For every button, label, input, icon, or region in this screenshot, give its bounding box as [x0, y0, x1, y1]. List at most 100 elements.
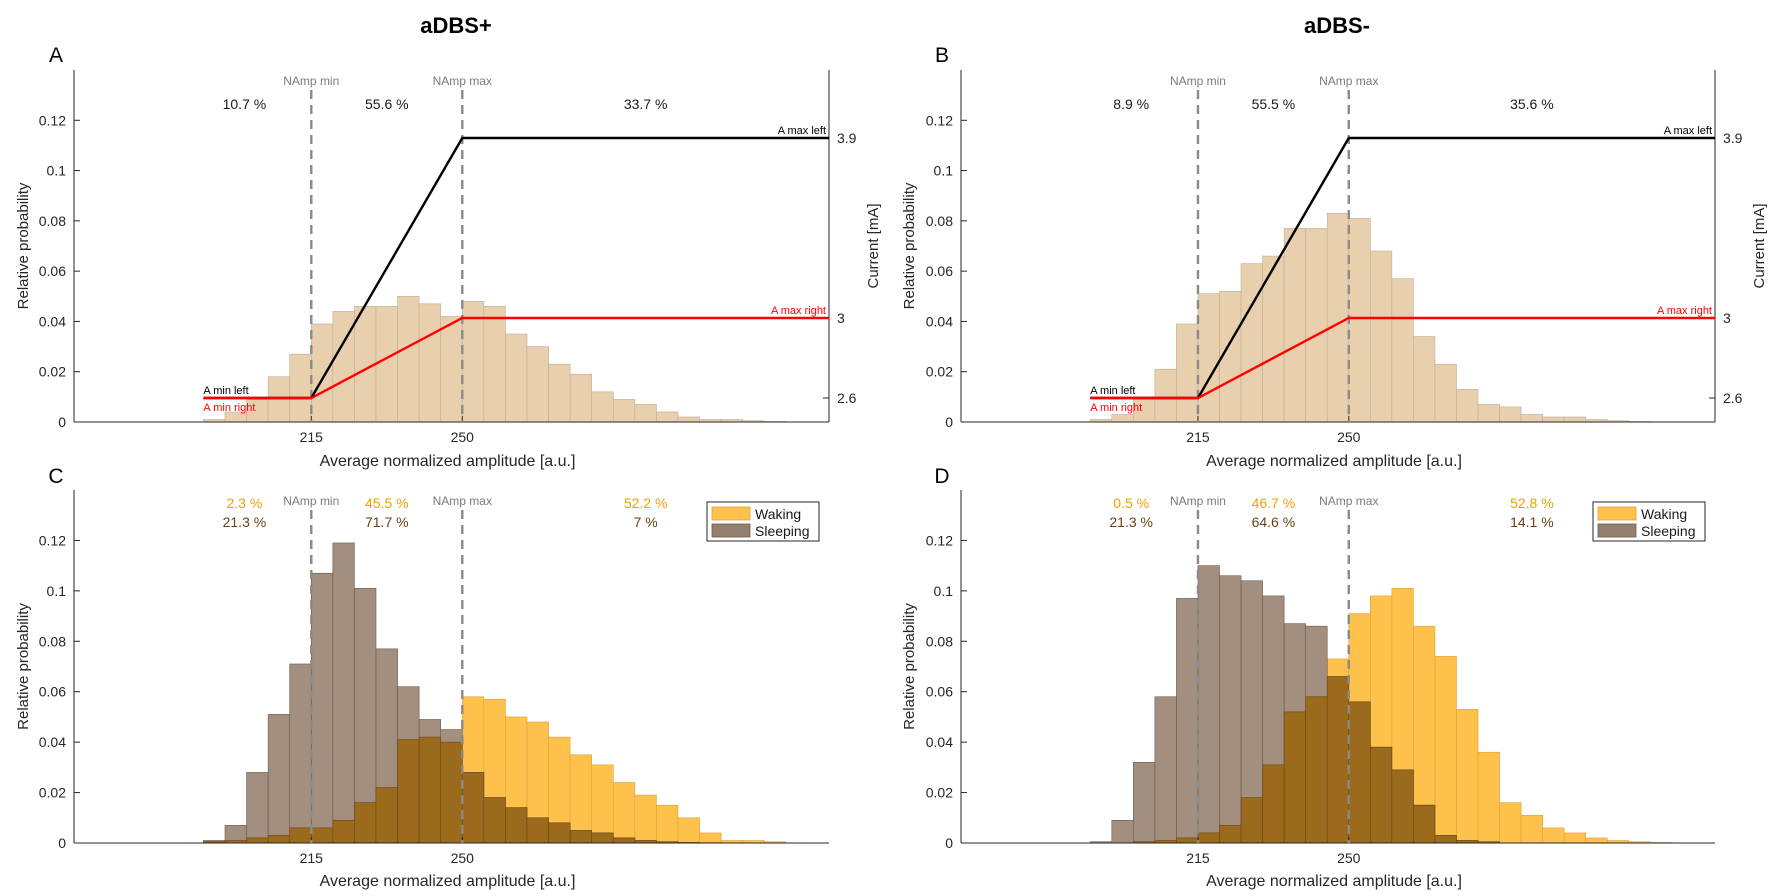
- sleeping-bar: [1176, 598, 1199, 844]
- legend-label: Sleeping: [1641, 523, 1696, 539]
- overlap-bar: [397, 739, 420, 844]
- y-tick-label: 0: [945, 835, 953, 851]
- waking-bar: [1542, 827, 1565, 844]
- label-min-right: A min right: [203, 402, 255, 414]
- label-max-right: A max right: [771, 305, 826, 317]
- label-min-left: A min left: [1090, 385, 1135, 397]
- histogram-bar: [1197, 293, 1220, 423]
- overlap-bar: [1348, 701, 1371, 844]
- threshold-label: NAmp max: [1319, 494, 1378, 508]
- overlap-bar: [1219, 825, 1242, 844]
- region-percent-sleeping: 7 %: [634, 514, 658, 530]
- y-tick-label: 0.1: [47, 583, 67, 599]
- waking-bar: [569, 754, 593, 844]
- label-min-right: A min right: [1090, 402, 1142, 414]
- waking-bar: [699, 832, 722, 844]
- threshold-label: NAmp min: [1170, 494, 1226, 508]
- label-max-left: A max left: [1664, 125, 1712, 137]
- histogram-bar: [267, 376, 291, 423]
- overlap-bar: [505, 807, 528, 844]
- y-tick-label: 0.04: [926, 734, 953, 750]
- waking-bar: [1434, 656, 1457, 844]
- panel-b: B 0 0.02 0.04 0.06 0.08 0.1 0.12 215 250 2.6 3 3.9 Cu…: [901, 44, 1768, 470]
- region-percent: 8.9 %: [1113, 96, 1149, 112]
- histogram-bar: [483, 306, 506, 423]
- sleeping-bar: [246, 772, 269, 844]
- region-percent: 33.7 %: [624, 96, 668, 112]
- histogram-bar: [1563, 416, 1587, 423]
- y-tick-label: 0.08: [926, 213, 953, 229]
- legend-swatch: [1597, 523, 1637, 538]
- overlap-bar: [526, 817, 549, 844]
- histogram-bar: [1477, 404, 1500, 423]
- y-tick-label: 0.04: [39, 313, 66, 329]
- sleeping-bar: [289, 663, 312, 844]
- histogram-bar: [1240, 263, 1263, 423]
- histogram-bar: [289, 353, 312, 423]
- overlap-bar: [548, 822, 571, 844]
- x-tick-label: 215: [1186, 429, 1210, 445]
- overlap-bar: [332, 820, 355, 844]
- waking-bar: [1499, 802, 1522, 844]
- legend-label: Sleeping: [755, 523, 810, 539]
- histogram-bar: [1111, 414, 1134, 423]
- y-axis-label-right: Current [mA]: [865, 203, 882, 288]
- overlap-bar: [1413, 804, 1436, 844]
- y-tick-label-right: 3: [1723, 310, 1731, 326]
- histogram-bar: [461, 301, 485, 423]
- y-tick-label: 0.02: [39, 785, 66, 801]
- y-tick-label-right: 2.6: [1723, 390, 1743, 406]
- overlap-bar: [375, 787, 398, 844]
- overlap-bar: [612, 837, 636, 844]
- waking-bar: [677, 817, 700, 844]
- panel-a: A 0 0.02 0.04 0.06 0.08 0.1 0.12 215 250 2.6 3 3.9 Cu…: [15, 44, 882, 470]
- y-tick-label: 0.08: [39, 633, 66, 649]
- waking-bar: [1520, 814, 1543, 844]
- histogram-bar: [526, 346, 549, 423]
- histogram-bar: [1434, 363, 1457, 423]
- region-percent: 55.6 %: [365, 96, 409, 112]
- x-tick-label: 250: [451, 429, 475, 445]
- y-tick-label: 0.1: [934, 163, 954, 179]
- x-tick-label: 250: [1337, 429, 1361, 445]
- x-axis-label: Average normalized amplitude [a.u.]: [1206, 873, 1462, 890]
- overlap-bar: [418, 736, 442, 844]
- overlap-bar: [1391, 769, 1414, 844]
- title-left: aDBS+: [420, 13, 492, 38]
- label-max-left: A max left: [778, 125, 826, 137]
- y-tick-label: 0.12: [926, 112, 953, 128]
- y-tick-label: 0.12: [926, 532, 953, 548]
- region-percent: 55.5 %: [1252, 96, 1296, 112]
- threshold-label: NAmp min: [1170, 74, 1226, 88]
- histogram-bar: [1283, 228, 1306, 423]
- y-tick-label-right: 2.6: [837, 390, 857, 406]
- legend-swatch: [711, 523, 751, 538]
- overlap-bar: [1370, 746, 1393, 844]
- waking-bar: [634, 794, 657, 844]
- y-tick-label-right: 3.9: [837, 130, 857, 146]
- waking-bar: [612, 782, 636, 844]
- histogram-bar: [310, 323, 334, 423]
- histogram-bar: [1348, 218, 1371, 423]
- panel-letter: B: [935, 44, 949, 67]
- histogram-bar: [1326, 213, 1350, 423]
- overlap-bar: [1176, 837, 1199, 844]
- label-max-right: A max right: [1657, 305, 1712, 317]
- region-percent-sleeping: 64.6 %: [1252, 514, 1296, 530]
- region-percent-waking: 46.7 %: [1252, 495, 1296, 511]
- histogram-bar: [634, 404, 657, 423]
- sleeping-bar: [1219, 575, 1242, 844]
- waking-bar: [1477, 751, 1500, 844]
- histogram-bar: [440, 316, 463, 423]
- region-percent-sleeping: 21.3 %: [223, 514, 267, 530]
- threshold-label: NAmp max: [433, 494, 492, 508]
- histogram-bar: [1370, 250, 1393, 423]
- y-axis-label: Relative probability: [15, 603, 32, 730]
- y-tick-label: 0.12: [39, 112, 66, 128]
- region-percent: 35.6 %: [1510, 96, 1554, 112]
- legend-label: Waking: [755, 506, 801, 522]
- y-axis-label: Relative probability: [901, 182, 918, 309]
- histogram-bar: [591, 391, 614, 423]
